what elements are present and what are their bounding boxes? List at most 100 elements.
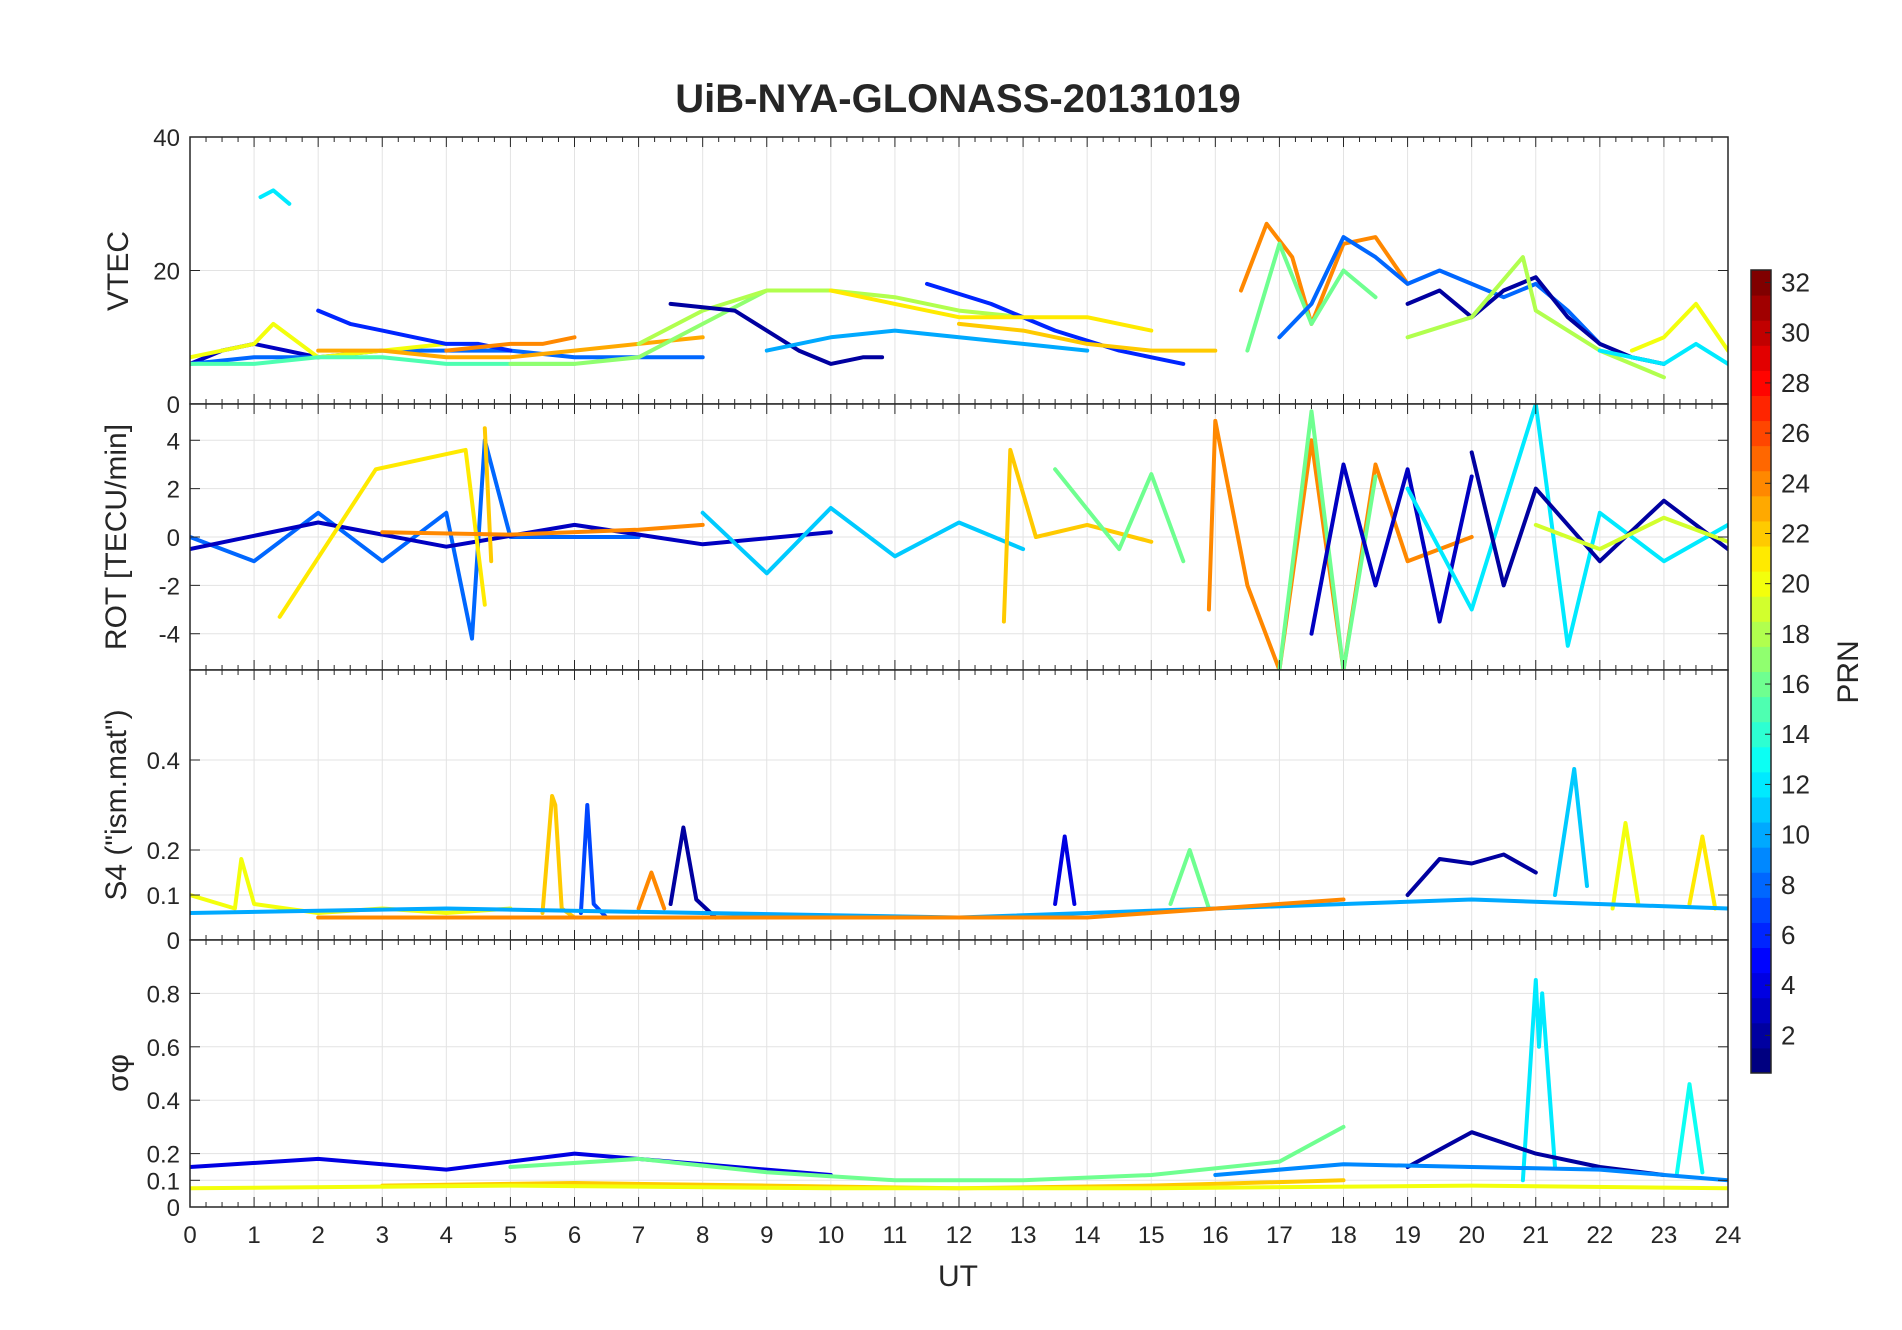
x-tick-label: 0 (183, 1222, 196, 1249)
colorbar-cell (1751, 872, 1771, 898)
colorbar-cell (1751, 972, 1771, 999)
colorbar-cell (1751, 395, 1771, 422)
x-tick-label: 9 (760, 1222, 773, 1249)
rot-y-tick-label: 2 (167, 477, 180, 504)
sigma_phi-series-group (190, 978, 1728, 1191)
colorbar-cell (1751, 771, 1771, 798)
colorbar-cell (1751, 1047, 1771, 1074)
sigma_phi-y-tick-label: 0 (167, 1195, 180, 1222)
x-tick-label: 4 (440, 1222, 453, 1249)
sigma_phi-series-prn-12 (1520, 978, 1557, 1183)
s4-series-prn-2 (1405, 852, 1538, 897)
x-tick-label: 23 (1651, 1222, 1678, 1249)
vtec-series-prn-2 (668, 301, 885, 366)
colorbar-tick-label: 32 (1781, 268, 1810, 298)
s4-series-prn-4 (1053, 834, 1077, 906)
colorbar-tick-label: 6 (1781, 920, 1795, 950)
colorbar-cell (1751, 746, 1771, 773)
colorbar-cell (1751, 470, 1771, 497)
sigma_phi-series-prn-9 (1213, 1162, 1728, 1183)
colorbar-tick-label: 14 (1781, 719, 1810, 749)
vtec-series-prn-18 (1405, 255, 1666, 380)
x-tick-label: 20 (1458, 1222, 1485, 1249)
colorbar-tick-label: 24 (1781, 468, 1810, 498)
x-tick-label: 10 (817, 1222, 844, 1249)
colorbar-cell (1751, 847, 1771, 873)
sigma_phi-y-tick-label: 0.2 (147, 1142, 180, 1169)
colorbar-cell (1751, 370, 1771, 396)
vtec-y-tick-label: 20 (153, 259, 180, 286)
s4-y-tick-label: 0.1 (147, 883, 180, 910)
s4-series-prn-11 (1553, 767, 1589, 897)
x-tick-label: 7 (632, 1222, 645, 1249)
x-tick-label: 12 (946, 1222, 973, 1249)
colorbar-cell (1751, 295, 1771, 321)
colorbar-cell (1751, 696, 1771, 723)
x-tick-label: 21 (1522, 1222, 1549, 1249)
sigma_phi-y-tick-label: 0.8 (147, 981, 180, 1008)
vtec-series-prn-22 (957, 321, 1218, 353)
x-tick-label: 6 (568, 1222, 581, 1249)
rot-y-tick-label: 4 (167, 428, 180, 455)
sigma_phi-y-tick-label: 0.6 (147, 1035, 180, 1062)
colorbar-cell (1751, 671, 1771, 698)
colorbar-cell (1751, 796, 1771, 823)
colorbar-cell (1751, 947, 1771, 974)
colorbar-tick-label: 2 (1781, 1020, 1795, 1050)
colorbar-tick-label: 20 (1781, 569, 1810, 599)
vtec-series-prn-20 (1629, 301, 1728, 353)
colorbar-cell (1751, 922, 1771, 949)
colorbar-label: PRN (1832, 640, 1865, 703)
x-axis-label: UT (938, 1260, 978, 1293)
x-tick-label: 15 (1138, 1222, 1165, 1249)
colorbar-cell (1751, 997, 1771, 1024)
vtec-series-prn-10 (764, 328, 1090, 353)
vtec-series-prn-21 (828, 288, 1154, 333)
colorbar-cell (1751, 520, 1771, 547)
colorbar-cell (1751, 345, 1771, 371)
sigma_phi-y-tick-label: 0.4 (147, 1088, 180, 1115)
vtec-series-prn-24 (444, 335, 577, 353)
rot-series-group (190, 404, 1728, 670)
vtec-y-tick-label: 0 (167, 392, 180, 419)
figure-title: UiB-NYA-GLONASS-20131019 (675, 77, 1240, 121)
x-tick-label: 17 (1266, 1222, 1293, 1249)
colorbar-box (1750, 269, 1772, 1074)
s4-series-prn-16 (1168, 848, 1211, 911)
sigma_phi-series-prn-16 (508, 1124, 1346, 1183)
s4-y-axis-label: S4 ("ism.mat") (100, 709, 133, 900)
s4-y-tick-label: 0.4 (147, 748, 180, 775)
vtec-series-prn-20 (190, 321, 449, 360)
s4-series-prn-2 (668, 825, 718, 920)
s4-series-prn-20 (190, 857, 513, 915)
rot-series-prn-22 (482, 426, 494, 564)
x-tick-label: 19 (1394, 1222, 1421, 1249)
rot-series-prn-19 (1533, 515, 1728, 552)
colorbar-cell (1751, 495, 1771, 522)
colorbar-cell (1751, 571, 1771, 597)
sigma_phi-y-axis-label: σφ (102, 1054, 135, 1092)
vtec-y-axis-label: VTEC (102, 231, 135, 311)
s4-series-prn-24 (636, 870, 667, 911)
colorbar-tick-label: 18 (1781, 619, 1810, 649)
s4-series-prn-21 (1687, 834, 1718, 911)
colorbar-tick-label: 4 (1781, 970, 1795, 1000)
rot-series-prn-11 (700, 506, 1026, 576)
vtec-series-prn-12 (258, 188, 292, 206)
colorbar-cell (1751, 420, 1771, 447)
rot-series-prn-12 (1405, 404, 1728, 648)
vtec-series-prn-12 (1597, 341, 1728, 366)
panel-vtec: 0 20 40 VTEC (102, 125, 1729, 419)
colorbar-tick-label: 12 (1781, 769, 1810, 799)
colorbar-tick-label: 30 (1781, 318, 1810, 348)
s4-y-tick-label: 0 (167, 928, 180, 955)
rot-y-tick-label: -4 (159, 622, 180, 649)
x-tick-label: 13 (1010, 1222, 1037, 1249)
x-tick-label: 24 (1715, 1222, 1742, 1249)
x-tick-label: 11 (882, 1222, 907, 1249)
sigma_phi-series-prn-13 (1674, 1082, 1705, 1177)
sigma_phi-y-tick-label: 0.1 (147, 1168, 180, 1195)
